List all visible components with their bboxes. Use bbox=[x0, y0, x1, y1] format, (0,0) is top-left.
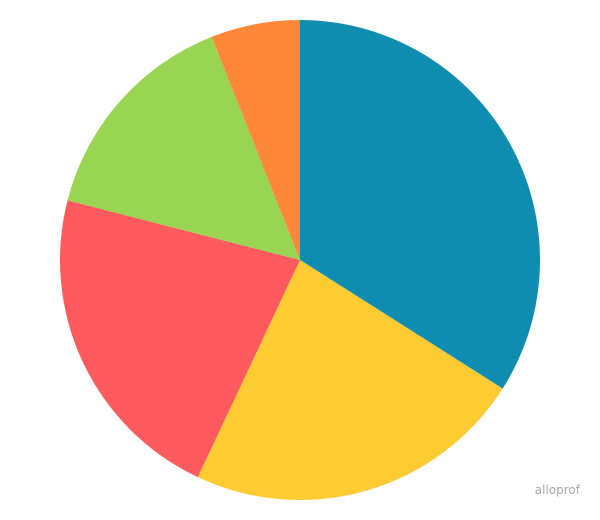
pie-slice bbox=[197, 260, 503, 500]
pie-slice bbox=[67, 36, 300, 261]
pie-slice bbox=[300, 20, 540, 389]
watermark: alloprof bbox=[535, 483, 581, 497]
pie-slice bbox=[211, 20, 300, 260]
pie-slice bbox=[59, 200, 300, 478]
